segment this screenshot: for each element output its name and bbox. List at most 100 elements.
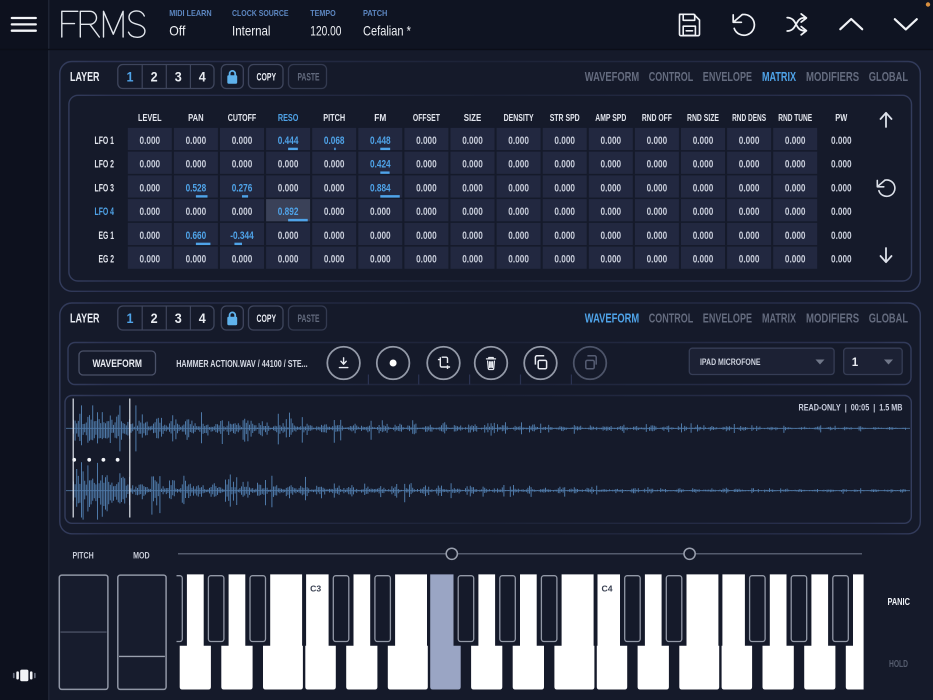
svg-text:0.444: 0.444 (278, 135, 299, 147)
svg-text:0.000: 0.000 (508, 159, 529, 171)
svg-text:0.000: 0.000 (693, 159, 714, 171)
svg-text:DENSITY: DENSITY (504, 113, 534, 124)
svg-text:0.000: 0.000 (140, 182, 161, 194)
svg-text:1: 1 (852, 357, 859, 369)
svg-text:0.000: 0.000 (186, 254, 207, 266)
svg-text:0.884: 0.884 (370, 182, 391, 194)
svg-text:Cefalian *: Cefalian * (363, 22, 411, 38)
svg-text:LAYER: LAYER (70, 311, 100, 326)
svg-text:0.000: 0.000 (324, 206, 345, 218)
svg-text:PAN: PAN (188, 113, 204, 124)
svg-text:MOD: MOD (133, 551, 150, 561)
svg-text:0.000: 0.000 (324, 182, 345, 194)
svg-text:PANIC: PANIC (887, 597, 910, 608)
svg-text:0.000: 0.000 (831, 182, 852, 194)
svg-text:0.000: 0.000 (278, 254, 299, 266)
svg-text:0.000: 0.000 (232, 159, 253, 171)
svg-text:SIZE: SIZE (464, 113, 482, 124)
svg-text:0.000: 0.000 (324, 254, 345, 266)
svg-text:0.000: 0.000 (647, 230, 668, 242)
svg-text:0.000: 0.000 (232, 254, 253, 266)
svg-text:0.000: 0.000 (601, 135, 622, 147)
svg-text:0.000: 0.000 (785, 182, 806, 194)
svg-text:LFO 2: LFO 2 (95, 159, 115, 171)
svg-text:HAMMER ACTION.WAV / 44100 / ST: HAMMER ACTION.WAV / 44100 / STE... (176, 359, 308, 370)
svg-text:0.000: 0.000 (647, 182, 668, 194)
svg-text:0.000: 0.000 (416, 135, 437, 147)
svg-text:0.000: 0.000 (416, 159, 437, 171)
svg-text:0.000: 0.000 (462, 254, 483, 266)
svg-text:0.000: 0.000 (693, 135, 714, 147)
svg-text:0.000: 0.000 (647, 135, 668, 147)
svg-text:MIDI LEARN: MIDI LEARN (169, 8, 212, 18)
svg-text:0.000: 0.000 (278, 230, 299, 242)
svg-text:COPY: COPY (257, 313, 277, 325)
svg-text:LFO 3: LFO 3 (95, 182, 115, 194)
svg-text:0.000: 0.000 (693, 182, 714, 194)
svg-text:0.000: 0.000 (140, 206, 161, 218)
svg-text:0.000: 0.000 (508, 135, 529, 147)
svg-text:CONTROL: CONTROL (649, 311, 694, 326)
svg-text:0.528: 0.528 (186, 182, 207, 194)
svg-text:PITCH: PITCH (73, 551, 94, 561)
svg-text:C4: C4 (602, 584, 613, 594)
svg-text:0.000: 0.000 (278, 159, 299, 171)
svg-text:0.000: 0.000 (647, 159, 668, 171)
svg-text:WAVEFORM: WAVEFORM (585, 69, 639, 84)
svg-text:0.000: 0.000 (140, 159, 161, 171)
svg-text:PITCH: PITCH (323, 113, 345, 124)
svg-text:0.000: 0.000 (739, 254, 760, 266)
svg-text:RND TUNE: RND TUNE (778, 113, 812, 124)
svg-text:READ-ONLY | 00:05 | 1.5 MB: READ-ONLY | 00:05 | 1.5 MB (799, 402, 903, 412)
svg-text:0.000: 0.000 (370, 230, 391, 242)
svg-text:0.000: 0.000 (831, 135, 852, 147)
svg-text:0.000: 0.000 (739, 206, 760, 218)
svg-text:3: 3 (175, 310, 182, 326)
svg-text:IPAD MICROFONE: IPAD MICROFONE (700, 357, 761, 368)
svg-text:HOLD: HOLD (889, 659, 908, 670)
svg-text:COPY: COPY (257, 72, 277, 84)
svg-text:0.000: 0.000 (601, 159, 622, 171)
svg-text:0.448: 0.448 (370, 135, 391, 147)
svg-text:0.000: 0.000 (186, 159, 207, 171)
svg-text:0.000: 0.000 (186, 206, 207, 218)
svg-text:0.000: 0.000 (693, 230, 714, 242)
svg-text:3: 3 (175, 69, 182, 85)
svg-text:LFO 1: LFO 1 (95, 135, 115, 147)
svg-text:CUTOFF: CUTOFF (228, 113, 257, 124)
svg-text:-0.344: -0.344 (230, 230, 254, 242)
svg-text:CLOCK SOURCE: CLOCK SOURCE (232, 8, 289, 18)
svg-text:0.000: 0.000 (739, 182, 760, 194)
svg-text:0.000: 0.000 (831, 254, 852, 266)
svg-text:1: 1 (127, 69, 134, 85)
svg-text:0.000: 0.000 (508, 182, 529, 194)
svg-text:2: 2 (151, 310, 158, 326)
svg-text:RESO: RESO (278, 113, 299, 124)
svg-text:0.000: 0.000 (416, 230, 437, 242)
svg-text:0.000: 0.000 (554, 206, 575, 218)
svg-text:0.000: 0.000 (232, 206, 253, 218)
svg-text:0.000: 0.000 (554, 159, 575, 171)
svg-text:0.000: 0.000 (739, 159, 760, 171)
svg-text:LAYER: LAYER (70, 69, 100, 84)
svg-text:0.000: 0.000 (601, 182, 622, 194)
svg-text:Off: Off (169, 22, 185, 38)
svg-text:0.000: 0.000 (601, 230, 622, 242)
svg-text:RND SIZE: RND SIZE (687, 113, 719, 124)
svg-text:0.000: 0.000 (462, 159, 483, 171)
svg-text:RND OFF: RND OFF (642, 113, 672, 124)
svg-text:0.000: 0.000 (554, 182, 575, 194)
svg-text:0.000: 0.000 (462, 135, 483, 147)
svg-text:TEMPO: TEMPO (310, 8, 336, 18)
svg-text:0.000: 0.000 (462, 230, 483, 242)
svg-text:0.000: 0.000 (140, 230, 161, 242)
svg-text:0.000: 0.000 (140, 135, 161, 147)
svg-text:0.000: 0.000 (831, 230, 852, 242)
svg-text:STR SPD: STR SPD (550, 113, 580, 124)
svg-text:4: 4 (199, 310, 206, 326)
svg-text:0.000: 0.000 (370, 206, 391, 218)
svg-text:PW: PW (835, 113, 848, 124)
svg-text:0.000: 0.000 (508, 230, 529, 242)
svg-text:AMP SPD: AMP SPD (595, 113, 626, 124)
svg-text:FM: FM (374, 113, 386, 124)
